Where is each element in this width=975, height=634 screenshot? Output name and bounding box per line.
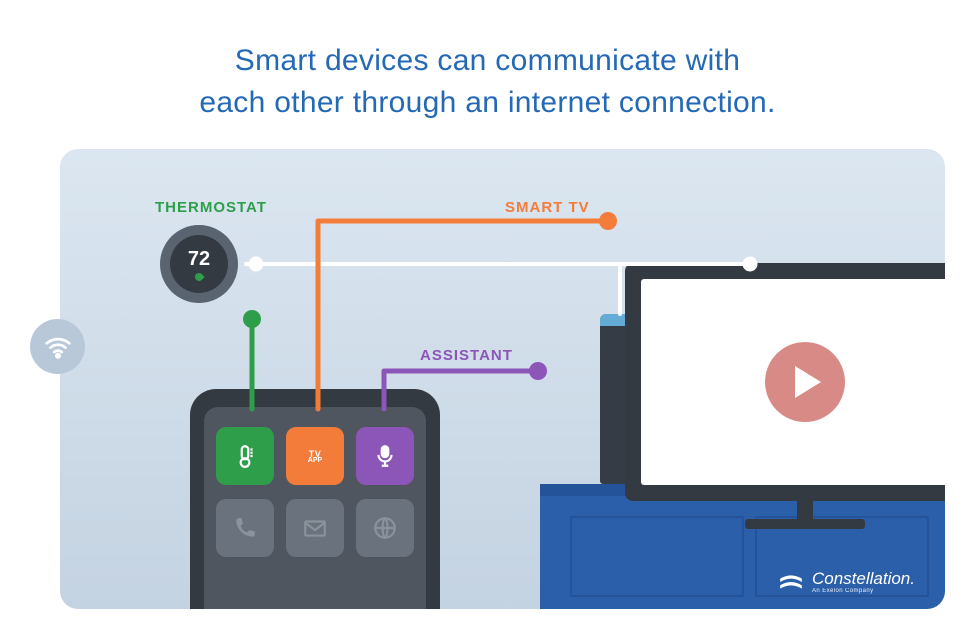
- play-icon: [765, 342, 845, 422]
- tv-app-icon: TV APP: [286, 427, 344, 485]
- brand-name: Constellation.: [812, 570, 915, 589]
- wifi-badge: [30, 319, 85, 374]
- smarttv-label: SMART TV: [505, 199, 590, 216]
- headline-line1: Smart devices can communicate with: [235, 44, 740, 77]
- thermostat-device: 72: [160, 225, 238, 303]
- smartphone: TV APP: [190, 389, 440, 609]
- tv-app-sublabel: APP: [308, 457, 322, 464]
- globe-app-icon: [356, 499, 414, 557]
- headline: Smart devices can communicate with each …: [0, 0, 975, 149]
- tv-base: [745, 519, 865, 529]
- phone-app-icon: [216, 499, 274, 557]
- headline-line2: each other through an internet connectio…: [199, 86, 775, 119]
- tv-screen: [641, 279, 945, 485]
- assistant-app-icon: [356, 427, 414, 485]
- thermostat-label: THERMOSTAT: [155, 199, 267, 216]
- thermostat-app-icon: [216, 427, 274, 485]
- brand-subtitle: An Exelon Company: [812, 588, 915, 595]
- brand-mark-icon: [778, 572, 804, 592]
- assistant-label: ASSISTANT: [420, 347, 513, 364]
- infographic-canvas: THERMOSTAT 72 SMART TV ASSISTANT: [30, 149, 945, 609]
- thermostat-temperature: 72: [188, 248, 210, 271]
- tv-stand: [797, 499, 813, 521]
- wifi-icon: [43, 332, 73, 362]
- panel-background: THERMOSTAT 72 SMART TV ASSISTANT: [60, 149, 945, 609]
- brand-logo: Constellation. An Exelon Company: [778, 570, 915, 595]
- thermostat-face: 72: [170, 235, 228, 293]
- leaf-icon: [193, 271, 204, 282]
- smart-tv: [625, 263, 945, 501]
- mail-app-icon: [286, 499, 344, 557]
- phone-screen: TV APP: [204, 407, 426, 609]
